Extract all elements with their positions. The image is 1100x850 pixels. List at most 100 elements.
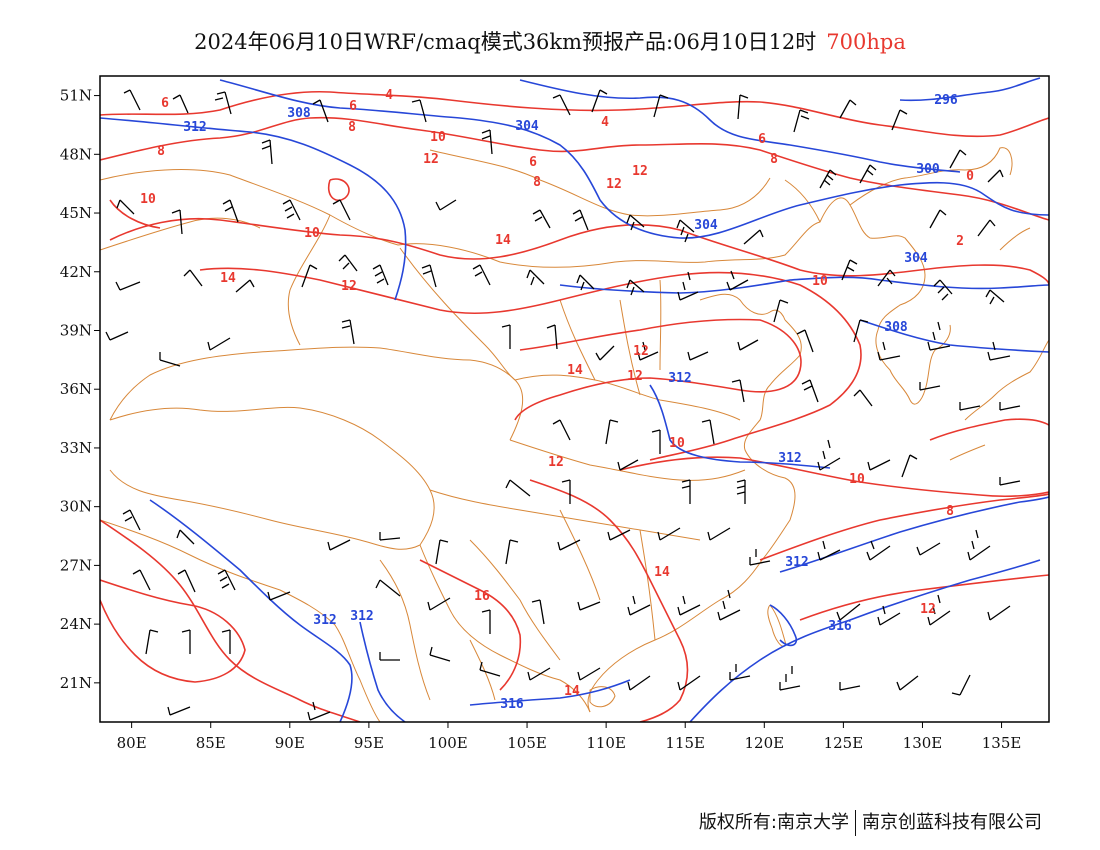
wind-barb (267, 591, 291, 601)
wind-barb (372, 264, 389, 286)
tibet-outline (109, 406, 435, 550)
wind-barb (949, 149, 967, 169)
temperature-contour-label: 14 (495, 233, 511, 248)
wind-barb (338, 254, 358, 272)
wind-barb (627, 595, 651, 616)
wind-barb (577, 601, 601, 611)
wind-barb (927, 594, 951, 626)
wind-barb (105, 331, 129, 341)
wind-barb (987, 169, 1004, 183)
temperature-contours (100, 90, 1049, 722)
title-pressure-level: 700hpa (826, 30, 906, 54)
wind-barb (429, 646, 451, 662)
height-contour-label: 312 (350, 609, 373, 624)
temperature-contour-label: 12 (632, 164, 648, 179)
wind-barb (301, 264, 318, 288)
lon-tick-label: 90E (275, 734, 305, 752)
lat-tick-label: 27N (60, 556, 92, 574)
height-isoline (149, 499, 353, 722)
wind-barb (779, 666, 801, 691)
temperature-contour-label: 12 (920, 602, 936, 617)
height-isoline (779, 496, 1049, 573)
height-contour-label: 296 (934, 93, 958, 108)
wind-barb (951, 674, 971, 696)
wind-barb (181, 629, 191, 654)
height-contour-label: 304 (694, 218, 718, 233)
wind-barb (172, 94, 189, 114)
wind-barb (839, 682, 861, 691)
temperature-isotherm (100, 116, 1049, 221)
wind-barb (729, 664, 751, 681)
lat-tick-label: 45N (60, 204, 92, 222)
height-isoline (689, 559, 1041, 722)
height-contour-label: 304 (904, 251, 928, 266)
temperature-contour-label: 10 (812, 274, 828, 289)
wind-barb (123, 89, 141, 111)
wind-barb (552, 419, 571, 441)
height-contour-labels: 296 300 304 304 304 308 308 312 312 312 312 312 316 3… (183, 93, 958, 712)
wind-barb (637, 341, 659, 361)
temperature-contour-label: 8 (157, 144, 165, 159)
wind-barb (707, 527, 731, 541)
lat-tick-label: 48N (60, 145, 92, 163)
yunnan-border (419, 544, 591, 713)
wind-barb (532, 209, 551, 229)
temperature-contour-label: 12 (606, 177, 622, 192)
boundary-lines (100, 147, 1049, 722)
temperature-contour-label: 6 (349, 99, 357, 114)
lon-tick-label: 95E (354, 734, 384, 752)
wind-barb (421, 264, 437, 288)
wind-barb (801, 379, 819, 403)
wind-barb (479, 661, 501, 677)
south-provinces (429, 489, 701, 661)
wind-barb (379, 532, 401, 541)
wind-barb (122, 509, 141, 531)
wind-barb (557, 539, 581, 551)
height-contour-label: 312 (313, 613, 336, 628)
wind-barb (841, 259, 858, 281)
footer-separator (855, 810, 856, 836)
wind-barb (749, 549, 771, 566)
wind-barb (877, 269, 896, 287)
wind-barb (132, 569, 151, 591)
qinghai-gansu-border (287, 214, 524, 441)
height-isoline (769, 604, 798, 647)
wind-barb (687, 351, 709, 361)
temperature-contour-label: 10 (430, 130, 446, 145)
height-contour-label: 300 (916, 162, 940, 177)
wind-barb (773, 299, 789, 323)
wind-barb (901, 454, 918, 478)
temperature-contour-label: 10 (669, 436, 685, 451)
lat-tick-label: 39N (60, 321, 92, 339)
wind-barb (577, 667, 601, 681)
height-isoline (559, 276, 1049, 294)
wind-barb (985, 289, 1005, 305)
wind-barb (877, 605, 901, 626)
wind-barb (221, 629, 231, 654)
wind-barb (526, 269, 545, 286)
wind-barb (731, 379, 745, 403)
wind-barb (222, 199, 239, 223)
wind-barb (819, 169, 837, 189)
lon-tick-label: 100E (428, 734, 468, 752)
temperature-isotherm (529, 479, 689, 722)
temperature-contour-label: 12 (548, 455, 564, 470)
wind-barb (607, 529, 631, 541)
wind-barb (235, 279, 255, 293)
height-contour-label: 308 (884, 320, 908, 335)
height-isoline (649, 384, 831, 469)
wind-barb (657, 527, 681, 541)
temperature-isotherm (799, 574, 1049, 621)
height-isoline (519, 79, 961, 173)
wind-barb (505, 539, 519, 565)
height-contour-label: 308 (287, 106, 311, 121)
wind-barb (527, 667, 551, 681)
wind-barb (839, 99, 857, 119)
wind-barb (653, 94, 669, 118)
height-isoline (100, 117, 407, 301)
height-isoline (469, 679, 631, 706)
lon-tick-label: 130E (903, 734, 943, 752)
wind-barb (836, 603, 861, 621)
wind-barb (626, 279, 645, 296)
